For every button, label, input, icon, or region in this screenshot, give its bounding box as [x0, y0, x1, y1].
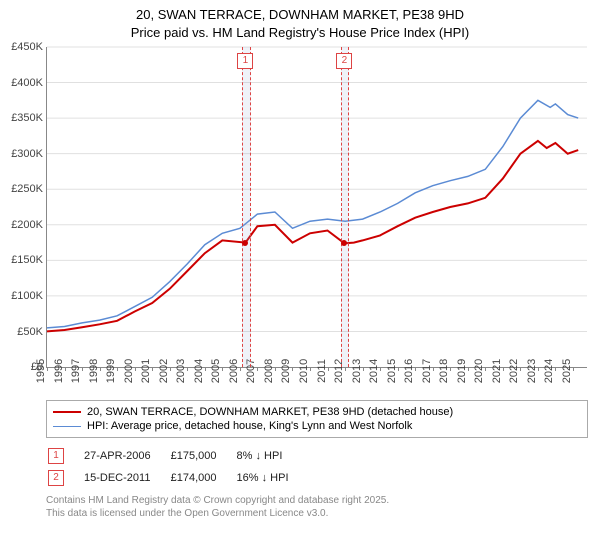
series-line-hpi	[47, 100, 578, 328]
x-tick-label: 2024	[543, 359, 555, 383]
legend-swatch-hpi	[53, 426, 81, 427]
x-tick-label: 2023	[526, 359, 538, 383]
sale-index-marker: 2	[336, 53, 352, 69]
x-tick-label: 1997	[70, 359, 82, 383]
x-tick-label: 2013	[350, 359, 362, 383]
sale-row: 2 15-DEC-2011£174,00016% ↓ HPI	[48, 468, 307, 488]
x-tick-label: 2022	[508, 359, 520, 383]
sale-band	[341, 47, 349, 367]
x-tick-label: 2018	[438, 359, 450, 383]
sale-index-box: 1	[48, 448, 64, 464]
plot-area: £0£50K£100K£150K£200K£250K£300K£350K£400…	[46, 47, 587, 368]
sale-price: £175,000	[171, 446, 235, 466]
sale-band	[242, 47, 250, 367]
x-tick-label: 2019	[456, 359, 468, 383]
attribution: Contains HM Land Registry data © Crown c…	[46, 494, 588, 520]
y-tick-label: £250K	[11, 183, 43, 195]
sale-diff: 16% ↓ HPI	[237, 468, 307, 488]
y-tick-label: £200K	[11, 219, 43, 231]
chart-title: 20, SWAN TERRACE, DOWNHAM MARKET, PE38 9…	[0, 0, 600, 41]
x-tick-label: 2003	[175, 359, 187, 383]
y-tick-label: £50K	[17, 326, 43, 338]
sale-point-marker	[341, 240, 347, 246]
x-tick-label: 2020	[473, 359, 485, 383]
legend-label-hpi: HPI: Average price, detached house, King…	[87, 420, 412, 432]
sale-index-box: 2	[48, 470, 64, 486]
x-tick-label: 2001	[140, 359, 152, 383]
sale-row: 1 27-APR-2006£175,0008% ↓ HPI	[48, 446, 307, 466]
legend: 20, SWAN TERRACE, DOWNHAM MARKET, PE38 9…	[46, 400, 588, 438]
y-tick-label: £100K	[11, 290, 43, 302]
x-tick-label: 1995	[35, 359, 47, 383]
series-line-property	[47, 141, 578, 332]
y-tick-label: £150K	[11, 254, 43, 266]
sale-date: 15-DEC-2011	[84, 468, 169, 488]
title-line-1: 20, SWAN TERRACE, DOWNHAM MARKET, PE38 9…	[0, 6, 600, 24]
legend-row-property: 20, SWAN TERRACE, DOWNHAM MARKET, PE38 9…	[53, 405, 581, 419]
plot-svg	[47, 47, 587, 367]
x-tick-label: 1996	[52, 359, 64, 383]
legend-row-hpi: HPI: Average price, detached house, King…	[53, 419, 581, 433]
sale-diff: 8% ↓ HPI	[237, 446, 307, 466]
x-tick-label: 2002	[157, 359, 169, 383]
legend-swatch-property	[53, 411, 81, 413]
x-tick-label: 2005	[210, 359, 222, 383]
x-tick-label: 2006	[228, 359, 240, 383]
sale-point-marker	[242, 240, 248, 246]
x-tick-label: 2017	[420, 359, 432, 383]
x-tick-label: 2025	[561, 359, 573, 383]
x-tick-label: 2000	[122, 359, 134, 383]
x-tick-label: 2008	[263, 359, 275, 383]
legend-label-property: 20, SWAN TERRACE, DOWNHAM MARKET, PE38 9…	[87, 406, 453, 418]
x-tick-label: 2010	[298, 359, 310, 383]
x-tick-label: 2009	[280, 359, 292, 383]
y-tick-label: £350K	[11, 112, 43, 124]
x-tick-label: 2004	[193, 359, 205, 383]
x-tick-label: 2016	[403, 359, 415, 383]
x-tick-label: 1999	[105, 359, 117, 383]
attribution-line-2: This data is licensed under the Open Gov…	[46, 507, 588, 520]
y-tick-label: £400K	[11, 77, 43, 89]
y-tick-label: £450K	[11, 41, 43, 53]
x-tick-label: 2021	[491, 359, 503, 383]
y-tick-label: £300K	[11, 148, 43, 160]
sale-date: 27-APR-2006	[84, 446, 169, 466]
x-tick-label: 2014	[368, 359, 380, 383]
title-line-2: Price paid vs. HM Land Registry's House …	[0, 24, 600, 42]
x-tick-label: 2015	[385, 359, 397, 383]
sales-table: 1 27-APR-2006£175,0008% ↓ HPI 2 15-DEC-2011…	[46, 444, 309, 490]
x-tick-label: 1998	[87, 359, 99, 383]
sale-price: £174,000	[171, 468, 235, 488]
x-tick-label: 2011	[316, 359, 328, 383]
sale-index-marker: 1	[237, 53, 253, 69]
chart-container: 20, SWAN TERRACE, DOWNHAM MARKET, PE38 9…	[0, 0, 600, 520]
attribution-line-1: Contains HM Land Registry data © Crown c…	[46, 494, 588, 507]
